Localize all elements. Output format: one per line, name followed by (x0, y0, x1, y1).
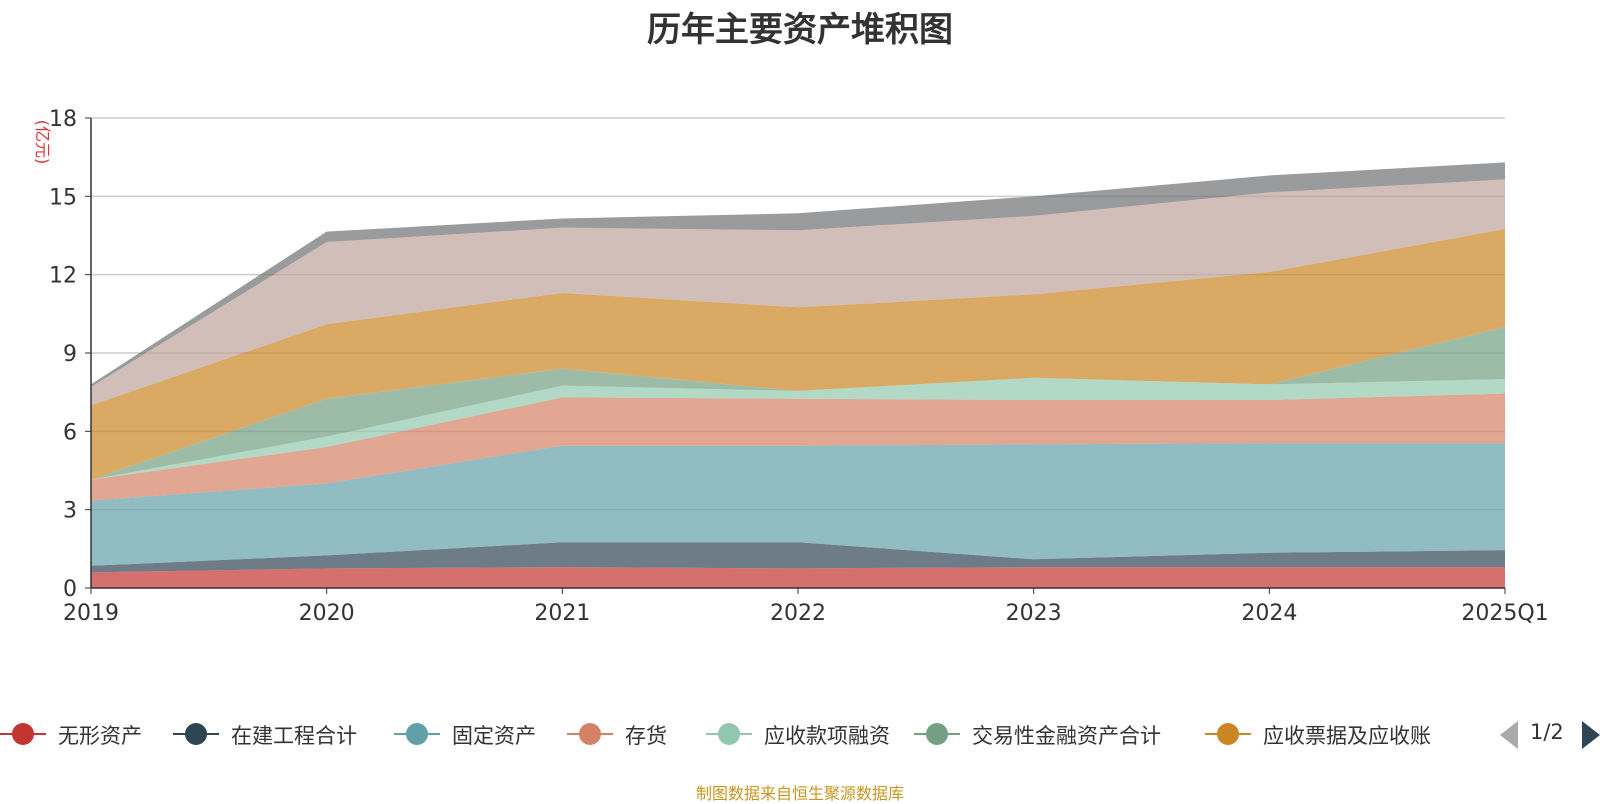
area-series-4[interactable] (91, 377, 1505, 480)
legend-label: 应收款项融资 (764, 724, 890, 748)
area-series-0[interactable] (91, 567, 1505, 588)
x-tick-label: 2019 (63, 601, 119, 626)
axes: 0 3 6 9 12 15 18 2019 2020 2021 2022 2023 2024 2025Q1… (33, 107, 1549, 626)
area-series-6[interactable] (91, 228, 1505, 480)
x-tick-label: 2024 (1241, 601, 1297, 626)
area-series-2[interactable] (91, 443, 1505, 566)
area-series-8[interactable] (91, 162, 1505, 387)
legend-dot-icon (1217, 723, 1239, 745)
x-tick-label: 2021 (534, 601, 590, 626)
area-series (91, 162, 1505, 588)
x-tick-label: 2020 (299, 601, 355, 626)
x-tick-label: 2022 (770, 601, 826, 626)
legend-dot-icon (718, 723, 740, 745)
y-tick-label: 18 (49, 107, 77, 132)
legend-label: 固定资产 (452, 724, 536, 748)
area-series-3[interactable] (91, 393, 1505, 501)
legend-dot-icon (12, 723, 34, 745)
legend-page-indicator: 1/2 (1530, 720, 1564, 744)
x-tick-label: 2023 (1006, 601, 1062, 626)
legend-prev-icon[interactable] (1500, 721, 1518, 749)
legend-dot-icon (579, 723, 601, 745)
legend-dot-icon (926, 723, 948, 745)
area-series-5[interactable] (91, 326, 1505, 480)
area-series-7[interactable] (91, 179, 1505, 406)
legend-label: 应收票据及应收账 (1263, 724, 1431, 748)
area-series-1[interactable] (91, 542, 1505, 573)
legend-next-icon[interactable] (1582, 721, 1600, 749)
legend-label: 在建工程合计 (231, 724, 357, 748)
chart-title: 历年主要资产堆积图 (647, 10, 953, 50)
legend-label: 存货 (625, 724, 667, 748)
y-tick-label: 6 (63, 420, 77, 445)
source-note: 制图数据来自恒生聚源数据库 (695, 784, 904, 803)
legend-dot-icon (185, 723, 207, 745)
legend-label: 无形资产 (58, 724, 142, 748)
y-tick-label: 3 (63, 499, 77, 524)
legend-dot-icon (406, 723, 428, 745)
y-axis-label: (亿元) (33, 120, 52, 165)
y-tick-label: 0 (63, 577, 77, 602)
x-tick-label: 2025Q1 (1461, 601, 1548, 626)
y-tick-label: 15 (49, 185, 77, 210)
y-tick-label: 12 (49, 264, 77, 289)
legend-label: 交易性金融资产合计 (972, 724, 1161, 748)
y-tick-label: 9 (63, 342, 77, 367)
